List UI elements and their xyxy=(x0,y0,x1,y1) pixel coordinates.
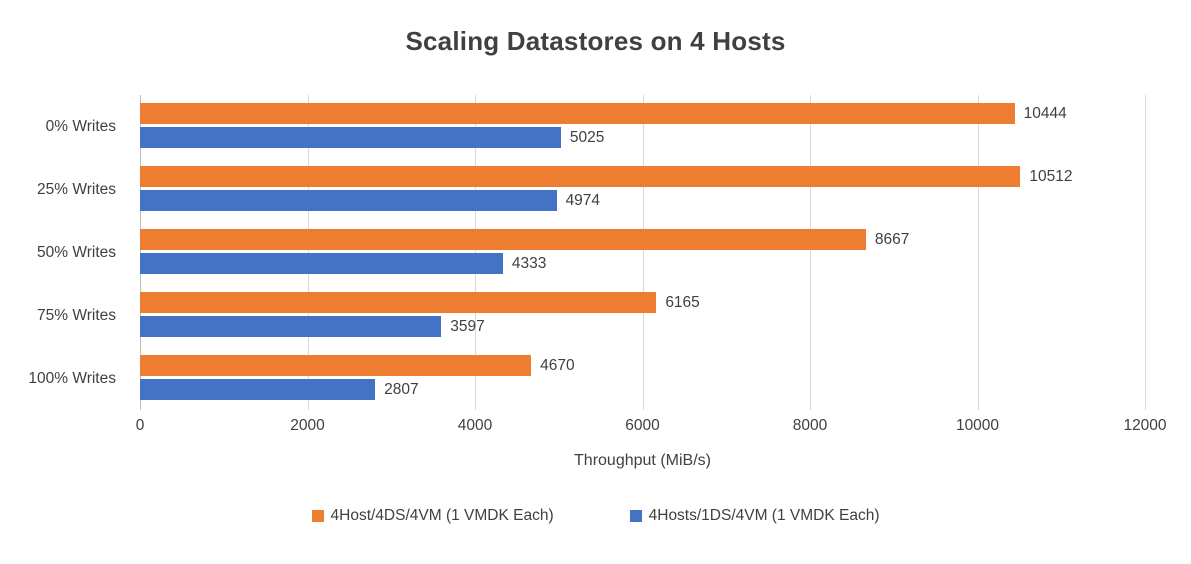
y-axis-label: 100% Writes xyxy=(28,369,116,387)
gridline xyxy=(642,95,644,410)
legend-label: 4Hosts/1DS/4VM (1 VMDK Each) xyxy=(648,507,880,524)
y-axis-labels: 0% Writes 25% Writes 50% Writes 75% Writes 1… xyxy=(0,95,130,410)
data-label: 5025 xyxy=(569,129,605,146)
x-tick-label: 4000 xyxy=(457,417,493,434)
x-tick-label: 6000 xyxy=(625,417,660,434)
x-tick-label: 12000 xyxy=(1123,417,1167,434)
bar-series-1-cat-0 xyxy=(140,127,561,148)
bar-series-0-cat-2 xyxy=(140,229,866,250)
x-tick-label: 8000 xyxy=(792,417,828,434)
data-label: 10512 xyxy=(1029,168,1073,185)
legend: 4Host/4DS/4VM (1 VMDK Each) 4Hosts/1DS/4V… xyxy=(0,507,1191,525)
data-label: 10444 xyxy=(1023,105,1067,122)
bar-series-1-cat-4 xyxy=(140,379,376,400)
bar-series-0-cat-4 xyxy=(140,355,532,376)
gridline xyxy=(475,95,476,410)
x-axis-ticks: 0 2000 4000 6000 8000 10000 12000 xyxy=(136,417,1167,437)
gridline xyxy=(1145,95,1146,410)
y-axis-label: 0% Writes xyxy=(45,117,116,135)
gridline xyxy=(977,95,979,410)
bar-series-0-cat-0 xyxy=(140,103,1015,124)
data-label: 4333 xyxy=(511,255,547,272)
gridline xyxy=(140,95,141,410)
x-tick-label: 0 xyxy=(135,417,145,434)
y-axis-label: 25% Writes xyxy=(37,180,116,198)
bar-series-1-cat-3 xyxy=(140,316,442,337)
x-tick-label: 10000 xyxy=(955,417,1000,434)
bar-series-1-cat-2 xyxy=(140,253,503,274)
data-label: 4670 xyxy=(540,357,575,374)
bar-series-1-cat-1 xyxy=(140,190,557,211)
x-tick-label: 2000 xyxy=(290,417,325,434)
chart-title: Scaling Datastores on 4 Hosts xyxy=(405,26,786,56)
y-axis-label: 50% Writes xyxy=(37,243,116,261)
data-label: 4974 xyxy=(565,192,601,209)
bar-series-0-cat-1 xyxy=(140,166,1021,187)
plot-area: 10444 5025 10512 4974 8667 4333 6165 3597 4670 28… xyxy=(140,95,1146,410)
data-label: 3597 xyxy=(450,318,485,335)
x-axis-title: Throughput (MiB/s) xyxy=(574,452,711,469)
data-label: 8667 xyxy=(874,231,910,248)
legend-item-0: 4Host/4DS/4VM (1 VMDK Each) xyxy=(311,507,554,525)
data-label: 2807 xyxy=(384,381,419,398)
gridline xyxy=(810,95,811,410)
bar-series-0-cat-3 xyxy=(140,292,657,313)
legend-item-1: 4Hosts/1DS/4VM (1 VMDK Each) xyxy=(629,507,880,525)
data-label: 6165 xyxy=(665,294,700,311)
legend-swatch-icon xyxy=(629,510,642,522)
legend-swatch-icon xyxy=(311,510,324,522)
gridline xyxy=(307,95,309,410)
y-axis-label: 75% Writes xyxy=(37,306,116,324)
legend-label: 4Host/4DS/4VM (1 VMDK Each) xyxy=(330,507,554,524)
